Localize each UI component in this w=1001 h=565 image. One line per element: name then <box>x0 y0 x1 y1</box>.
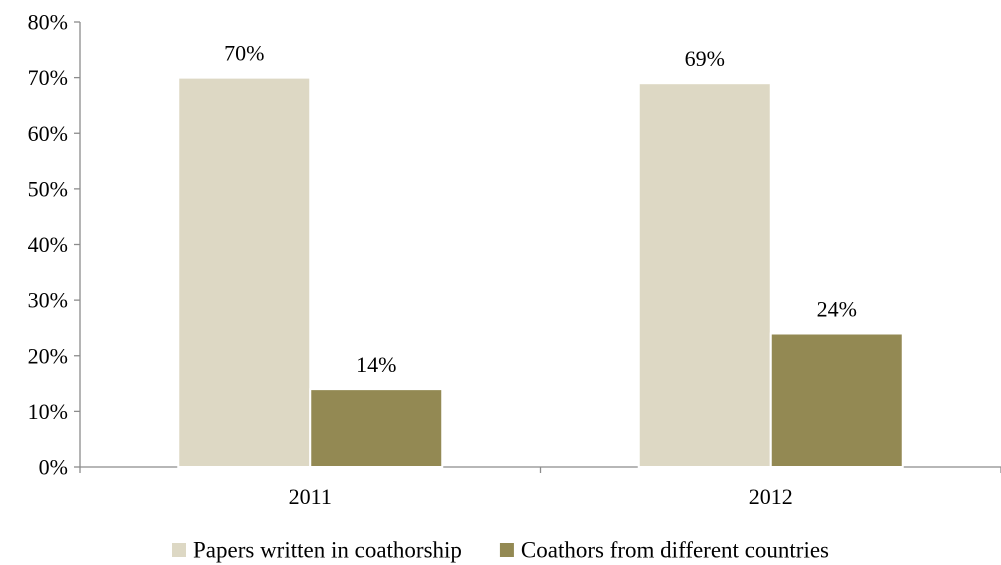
y-tick-label: 80% <box>28 10 68 35</box>
data-label: 24% <box>817 297 857 322</box>
y-tick-label: 20% <box>28 343 68 368</box>
y-tick-label: 40% <box>28 232 68 257</box>
bar <box>177 76 312 468</box>
y-tick-label: 50% <box>28 176 68 201</box>
y-tick-label: 70% <box>28 65 68 90</box>
y-tick-label: 60% <box>28 121 68 146</box>
y-tick-label: 30% <box>28 288 68 313</box>
x-tick-label: 2011 <box>289 484 332 509</box>
x-tick-label: 2012 <box>749 484 793 509</box>
legend-swatch <box>499 543 514 557</box>
legend-label: Coathors from different countries <box>521 538 829 563</box>
bar <box>309 388 444 468</box>
bar <box>637 82 772 468</box>
data-label: 69% <box>685 46 725 71</box>
data-labels: 70% 14% 69% 24% <box>224 41 857 378</box>
bar <box>769 332 904 468</box>
y-axis: 0% 10% 20% 30% 40% 50% 60% 70% 80% <box>28 10 81 480</box>
legend: Papers written in coathorship Coathors fr… <box>172 538 829 563</box>
legend-item: Papers written in coathorship <box>172 538 462 563</box>
x-axis: 2011 2012 <box>79 466 1001 509</box>
legend-label: Papers written in coathorship <box>193 538 462 563</box>
data-label: 14% <box>356 352 396 377</box>
legend-item: Coathors from different countries <box>499 538 829 563</box>
bars <box>177 76 904 468</box>
y-tick-label: 10% <box>28 399 68 424</box>
legend-swatch <box>172 543 186 557</box>
y-tick-label: 0% <box>39 455 68 480</box>
data-label: 70% <box>224 41 264 66</box>
